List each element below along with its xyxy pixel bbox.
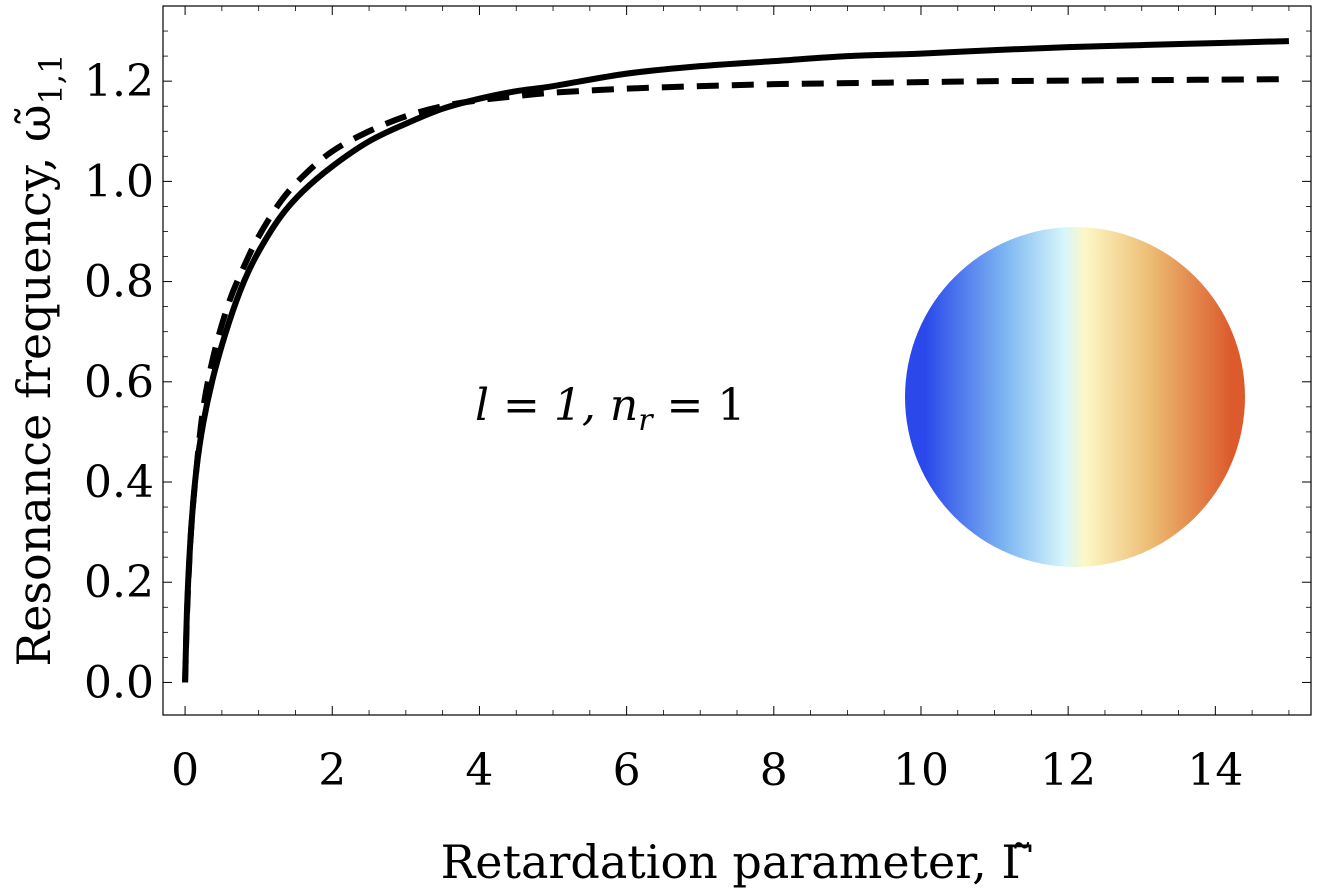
x-tick-label: 8: [760, 745, 788, 796]
x-tick-label: 2: [318, 745, 346, 796]
y-tick-label: 1.0: [84, 156, 154, 207]
mode-pattern-disc: [905, 227, 1245, 567]
annotation-label: l = 1, nr = 1: [475, 380, 745, 438]
x-tick-label: 0: [171, 745, 199, 796]
x-tick-label: 10: [893, 745, 949, 796]
y-axis-title: Resonance frequency, ω̃1,1: [7, 54, 70, 667]
x-axis-title: Retardation parameter, Γ̃: [441, 835, 1034, 889]
dashed-series-line: [182, 76, 1289, 683]
y-tick-label: 1.2: [84, 56, 154, 107]
y-axis-title-subscript: 1,1: [32, 54, 70, 105]
inset-disc: [905, 227, 1245, 567]
y-tick-label: 0.6: [84, 357, 154, 408]
y-tick-label: 0.0: [84, 657, 154, 708]
y-tick-label: 0.8: [84, 257, 154, 308]
y-tick-label: 0.2: [84, 557, 154, 608]
x-tick-label: 14: [1187, 745, 1243, 796]
x-tick-label: 12: [1040, 745, 1096, 796]
tick-labels: 0 2 4 6 8 10 12 14 0.0 0.2 0.4 0.6 0.8 1.0 1.2: [84, 56, 1243, 796]
tick-marks: [163, 6, 1311, 715]
solid-series-line: [182, 38, 1290, 683]
x-tick-label: 4: [465, 745, 493, 796]
series-layer: [182, 38, 1290, 683]
annotation-subscript: r: [638, 403, 654, 438]
y-tick-label: 0.4: [84, 457, 154, 508]
x-tick-label: 6: [613, 745, 641, 796]
